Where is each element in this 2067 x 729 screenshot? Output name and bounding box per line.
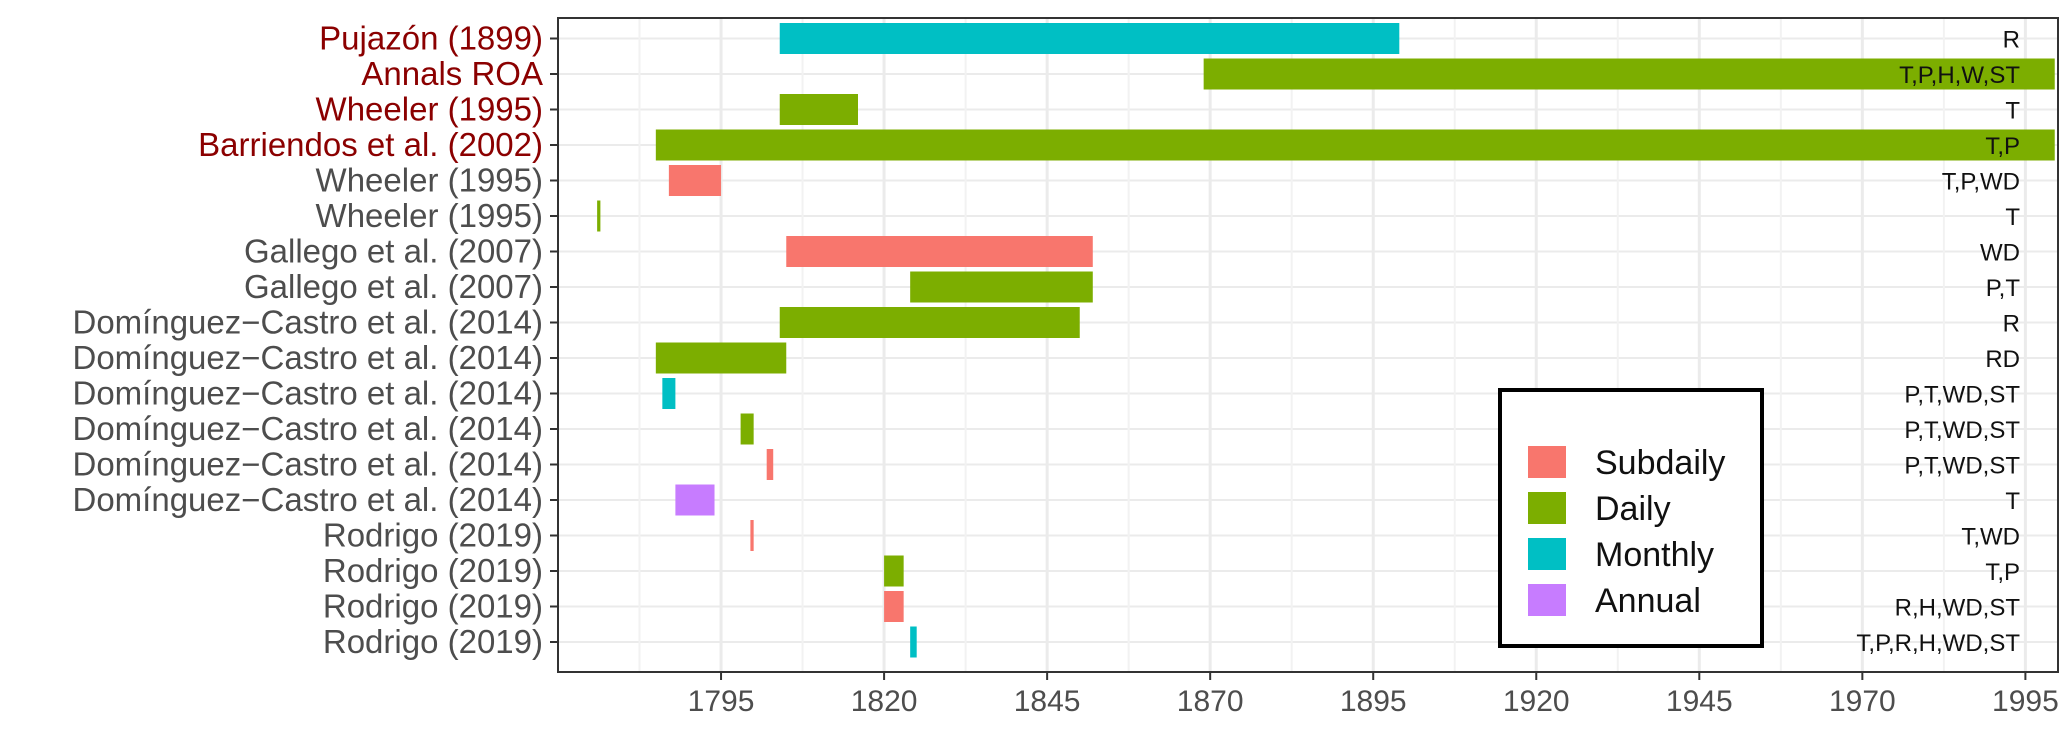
row-label: Rodrigo (2019) (323, 552, 543, 589)
variable-label-layer: R T,P,H,W,ST T T,P T,P,WD T WD P,T R RD P,T,WD,ST P… (1856, 27, 2020, 658)
variable-label: P,T,WD,ST (1904, 453, 2020, 480)
x-axis: 1795 1820 1845 1870 1895 1920 1945 1970 1995 (688, 672, 2059, 718)
x-tick-label: 1895 (1340, 685, 1407, 718)
legend: Subdaily Daily Monthly Annual (1498, 388, 1764, 648)
variable-label: T (2005, 98, 2020, 125)
row-label: Domínguez−Castro et al. (2014) (73, 375, 544, 412)
variable-label: T,P (1985, 559, 2020, 586)
variable-label: R (2003, 311, 2020, 338)
variable-label: T,WD (1961, 524, 2020, 551)
variable-label: T,P,R,H,WD,ST (1856, 630, 2020, 657)
row-label: Domínguez−Castro et al. (2014) (73, 339, 544, 376)
row-label: Rodrigo (2019) (323, 588, 543, 625)
variable-label: T,P,H,W,ST (1899, 62, 2020, 89)
bar-daily (597, 200, 601, 232)
x-tick-label: 1820 (851, 685, 918, 718)
legend-swatch-daily (1528, 492, 1566, 524)
x-tick-label: 1845 (1014, 685, 1081, 718)
variable-label: P,T,WD,ST (1904, 382, 2020, 409)
x-tick-label: 1870 (1177, 685, 1244, 718)
row-label: Gallego et al. (2007) (244, 233, 543, 270)
row-label: Barriendos et al. (2002) (198, 126, 543, 163)
bar-monthly (910, 626, 917, 658)
row-label: Annals ROA (361, 55, 543, 92)
bar-annual (675, 484, 715, 516)
bar-daily (655, 342, 787, 374)
variable-label: R,H,WD,ST (1895, 595, 2021, 622)
bar-daily (910, 271, 1093, 303)
bar-subdaily (786, 236, 1093, 267)
variable-label: P,T (1986, 275, 2021, 302)
row-label: Domínguez−Castro et al. (2014) (73, 410, 544, 447)
panel-border (557, 17, 2059, 673)
row-label: Domínguez−Castro et al. (2014) (73, 481, 544, 518)
row-label: Wheeler (1995) (316, 197, 543, 234)
variable-label: T (2005, 488, 2020, 515)
variable-label: R (2003, 27, 2020, 54)
bar-subdaily (766, 449, 774, 480)
bar-monthly (779, 23, 1400, 54)
bar-daily (779, 94, 858, 125)
bar-daily (779, 307, 1080, 338)
variable-label: T (2005, 204, 2020, 231)
row-label: Domínguez−Castro et al. (2014) (73, 446, 544, 483)
legend-swatch-monthly (1528, 538, 1566, 570)
variable-label: RD (1985, 346, 2020, 373)
x-tick-label: 1945 (1666, 685, 1733, 718)
legend-label-monthly: Monthly (1595, 536, 1714, 574)
variable-label: WD (1980, 240, 2020, 267)
row-label: Wheeler (1995) (316, 162, 543, 199)
x-tick-label: 1995 (1992, 685, 2059, 718)
row-label: Pujazón (1899) (319, 20, 543, 57)
legend-swatch-subdaily (1528, 446, 1566, 478)
bar-daily (884, 555, 904, 587)
x-tick-label: 1970 (1829, 685, 1896, 718)
bar-layer (597, 23, 2055, 658)
bar-subdaily (750, 520, 754, 551)
bar-daily (740, 413, 754, 445)
x-tick-label: 1920 (1503, 685, 1570, 718)
variable-label: P,T,WD,ST (1904, 417, 2020, 444)
x-tick-label: 1795 (688, 685, 755, 718)
grid-layer (558, 18, 2058, 672)
variable-label: T,P,WD (1942, 169, 2020, 196)
bar-subdaily (668, 165, 722, 196)
bar-daily (655, 129, 2055, 161)
legend-label-daily: Daily (1595, 490, 1671, 528)
legend-label-annual: Annual (1595, 582, 1701, 620)
row-label: Gallego et al. (2007) (244, 268, 543, 305)
row-label: Wheeler (1995) (316, 91, 543, 128)
bar-monthly (662, 378, 676, 409)
variable-label: T,P (1985, 133, 2020, 160)
row-label: Domínguez−Castro et al. (2014) (73, 304, 544, 341)
row-label: Rodrigo (2019) (323, 517, 543, 554)
bar-daily (1203, 58, 2055, 90)
legend-swatch-annual (1528, 584, 1566, 616)
legend-label-subdaily: Subdaily (1595, 444, 1725, 482)
row-label: Rodrigo (2019) (323, 623, 543, 660)
bar-subdaily (884, 591, 904, 622)
